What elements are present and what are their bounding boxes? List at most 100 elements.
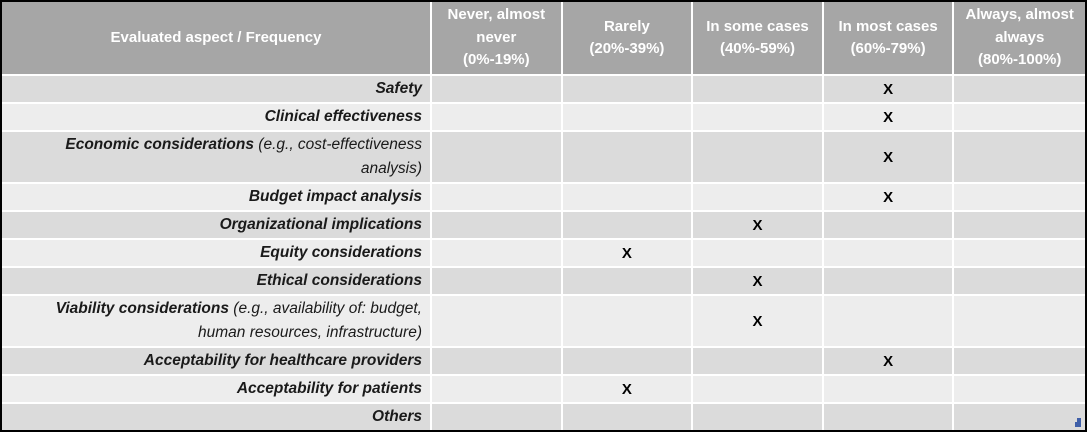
frequency-cell[interactable] xyxy=(562,212,694,241)
frequency-cell[interactable] xyxy=(823,212,955,241)
frequency-cell[interactable]: X xyxy=(823,132,955,185)
aspect-cell[interactable]: Acceptability for patients xyxy=(2,376,432,405)
table-row-budget-impact: Budget impact analysis X xyxy=(2,184,1085,213)
frequency-cell[interactable] xyxy=(954,404,1085,430)
frequency-cell[interactable]: X xyxy=(693,268,824,297)
header-row: Evaluated aspect / Frequency Never, almo… xyxy=(2,2,1085,76)
table-row-clinical-effectiveness: Clinical effectiveness X xyxy=(2,104,1085,133)
frequency-cell[interactable]: X xyxy=(693,296,824,349)
frequency-cell[interactable] xyxy=(954,76,1085,105)
table-row-organizational-implications: Organizational implications X xyxy=(2,212,1085,241)
frequency-cell[interactable] xyxy=(954,212,1085,241)
frequency-cell[interactable] xyxy=(823,296,955,349)
aspect-label: Ethical considerations xyxy=(256,272,422,290)
aspect-note: (e.g., availability of: budget, human re… xyxy=(198,300,422,342)
corner-header-cell[interactable]: Evaluated aspect / Frequency xyxy=(2,2,432,76)
frequency-cell[interactable] xyxy=(693,404,824,431)
frequency-cell[interactable] xyxy=(823,240,955,269)
aspect-label: Others xyxy=(372,408,422,426)
column-header-never[interactable]: Never, almost never (0%-19%) xyxy=(432,2,563,76)
frequency-cell[interactable] xyxy=(954,268,1085,297)
column-header-rarely[interactable]: Rarely (20%-39%) xyxy=(562,2,694,76)
table-row-equity-considerations: Equity considerations X xyxy=(2,240,1085,269)
frequency-cell[interactable] xyxy=(432,240,563,269)
frequency-cell[interactable]: X xyxy=(823,348,955,377)
frequency-cell[interactable] xyxy=(954,348,1085,377)
frequency-cell[interactable] xyxy=(562,132,694,185)
frequency-cell[interactable] xyxy=(562,76,694,105)
frequency-cell[interactable] xyxy=(432,184,563,213)
frequency-cell[interactable] xyxy=(432,268,563,297)
frequency-cell[interactable] xyxy=(562,104,694,133)
aspect-note: (e.g., cost-effectiveness analysis) xyxy=(254,136,422,178)
frequency-cell[interactable]: X xyxy=(823,76,955,105)
aspect-cell[interactable]: Equity considerations xyxy=(2,240,432,269)
table-row-viability-considerations: Viability considerations (e.g., availabi… xyxy=(2,296,1085,349)
frequency-cell[interactable] xyxy=(823,268,955,297)
frequency-cell[interactable]: X xyxy=(562,240,694,269)
aspect-label: Safety xyxy=(375,80,422,97)
table-header: Evaluated aspect / Frequency Never, almo… xyxy=(2,2,1085,76)
frequency-cell[interactable] xyxy=(954,240,1085,269)
frequency-cell[interactable] xyxy=(432,376,563,405)
frequency-cell[interactable] xyxy=(563,404,694,431)
aspect-cell[interactable]: Acceptability for healthcare providers xyxy=(2,348,432,377)
aspect-label: Budget impact analysis xyxy=(248,188,422,206)
aspect-cell[interactable]: Economic considerations (e.g., cost-effe… xyxy=(2,132,432,185)
frequency-cell[interactable] xyxy=(562,184,694,213)
frequency-cell[interactable] xyxy=(954,296,1085,349)
frequency-cell[interactable] xyxy=(432,404,563,431)
column-header-some-cases[interactable]: In some cases (40%-59%) xyxy=(693,2,824,76)
frequency-cell[interactable] xyxy=(432,132,563,185)
table-row-ethical-considerations: Ethical considerations X xyxy=(2,268,1085,297)
aspect-label: Acceptability for patients xyxy=(236,380,422,398)
frequency-cell[interactable] xyxy=(693,348,824,377)
frequency-cell[interactable]: X xyxy=(823,104,955,133)
table-row-acceptability-providers: Acceptability for healthcare providers X xyxy=(2,348,1085,377)
frequency-cell[interactable] xyxy=(954,376,1085,405)
frequency-cell[interactable] xyxy=(824,404,955,431)
frequency-cell[interactable] xyxy=(693,240,824,269)
aspect-cell[interactable]: Budget impact analysis xyxy=(2,184,432,213)
frequency-cell[interactable] xyxy=(432,104,563,133)
frequency-cell[interactable]: X xyxy=(823,184,955,213)
frequency-cell[interactable] xyxy=(954,132,1085,185)
aspect-cell[interactable]: Organizational implications xyxy=(2,212,432,241)
table-body: Safety X Clinical effectiveness X Econom… xyxy=(2,76,1085,431)
frequency-cell[interactable] xyxy=(954,104,1085,133)
aspect-cell[interactable]: Safety xyxy=(2,76,432,105)
column-header-most-cases[interactable]: In most cases (60%-79%) xyxy=(823,2,955,76)
frequency-cell[interactable] xyxy=(693,184,824,213)
aspect-cell[interactable]: Ethical considerations xyxy=(2,268,432,297)
frequency-cell[interactable] xyxy=(693,376,824,405)
frequency-cell[interactable] xyxy=(432,348,563,377)
frequency-cell[interactable] xyxy=(693,104,824,133)
table-resize-handle-icon[interactable] xyxy=(1072,418,1081,428)
table-row-safety: Safety X xyxy=(2,76,1085,105)
aspect-cell[interactable]: Others xyxy=(2,404,432,431)
frequency-cell[interactable] xyxy=(693,132,824,185)
frequency-cell[interactable] xyxy=(562,296,694,349)
aspect-label: Equity considerations xyxy=(260,244,422,262)
frequency-cell[interactable] xyxy=(562,348,694,377)
frequency-cell[interactable]: X xyxy=(693,212,824,241)
frequency-cell[interactable] xyxy=(693,76,824,105)
aspect-label: Organizational implications xyxy=(219,216,422,234)
aspect-label: Clinical effectiveness xyxy=(264,108,422,126)
frequency-cell[interactable] xyxy=(562,268,694,297)
frequency-cell[interactable] xyxy=(432,76,563,105)
frequency-cell[interactable] xyxy=(823,376,955,405)
column-header-always[interactable]: Always, almost always (80%-100%) xyxy=(954,2,1085,76)
aspect-label: Economic considerations xyxy=(65,136,254,154)
table-row-economic-considerations: Economic considerations (e.g., cost-effe… xyxy=(2,132,1085,185)
aspect-cell[interactable]: Clinical effectiveness xyxy=(2,104,432,133)
aspect-label: Viability considerations xyxy=(55,300,229,318)
table-row-acceptability-patients: Acceptability for patients X xyxy=(2,376,1085,405)
aspect-cell[interactable]: Viability considerations (e.g., availabi… xyxy=(2,296,432,349)
frequency-cell[interactable]: X xyxy=(562,376,694,405)
frequency-cell[interactable] xyxy=(954,184,1085,213)
frequency-cell[interactable] xyxy=(432,296,563,349)
frequency-cell[interactable] xyxy=(432,212,563,241)
